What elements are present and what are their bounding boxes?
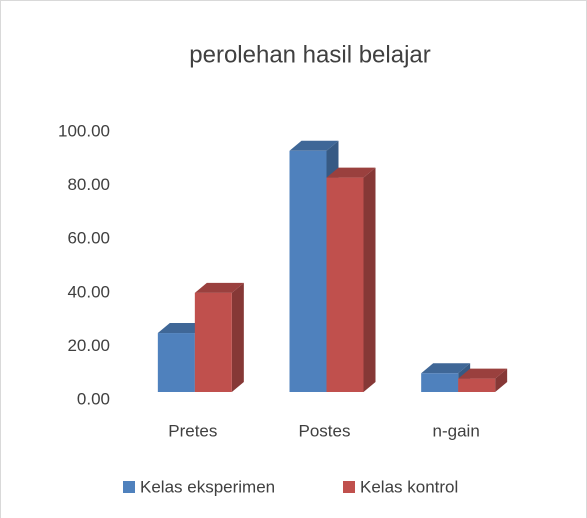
bar-top [194,282,244,293]
bar-side [363,167,376,392]
bar-side [231,282,244,392]
legend-label: Kelas kontrol [360,477,458,496]
x-tick-label: n-gain [433,421,480,440]
chart-title: perolehan hasil belajar [189,41,431,68]
x-tick-label: Postes [299,421,351,440]
bar [421,373,459,392]
legend-swatch [123,481,135,493]
legend-label: Kelas eksperimen [140,477,275,496]
bar-top [157,323,207,334]
bar-top [458,368,508,379]
y-tick-label: 40.00 [67,282,110,301]
bar [194,292,232,392]
bar [157,333,195,392]
bar [458,378,496,392]
y-tick-label: 0.00 [77,389,110,408]
y-tick-label: 20.00 [67,336,110,355]
bar-top [326,167,376,178]
y-tick-label: 100.00 [58,121,110,140]
y-tick-label: 60.00 [67,229,110,248]
x-tick-label: Pretes [168,421,217,440]
bar [326,177,364,392]
y-tick-label: 80.00 [67,175,110,194]
bar-top [421,363,471,374]
bar [289,150,327,392]
bar-top [289,140,339,151]
bar-side [495,368,508,392]
legend-swatch [343,481,355,493]
